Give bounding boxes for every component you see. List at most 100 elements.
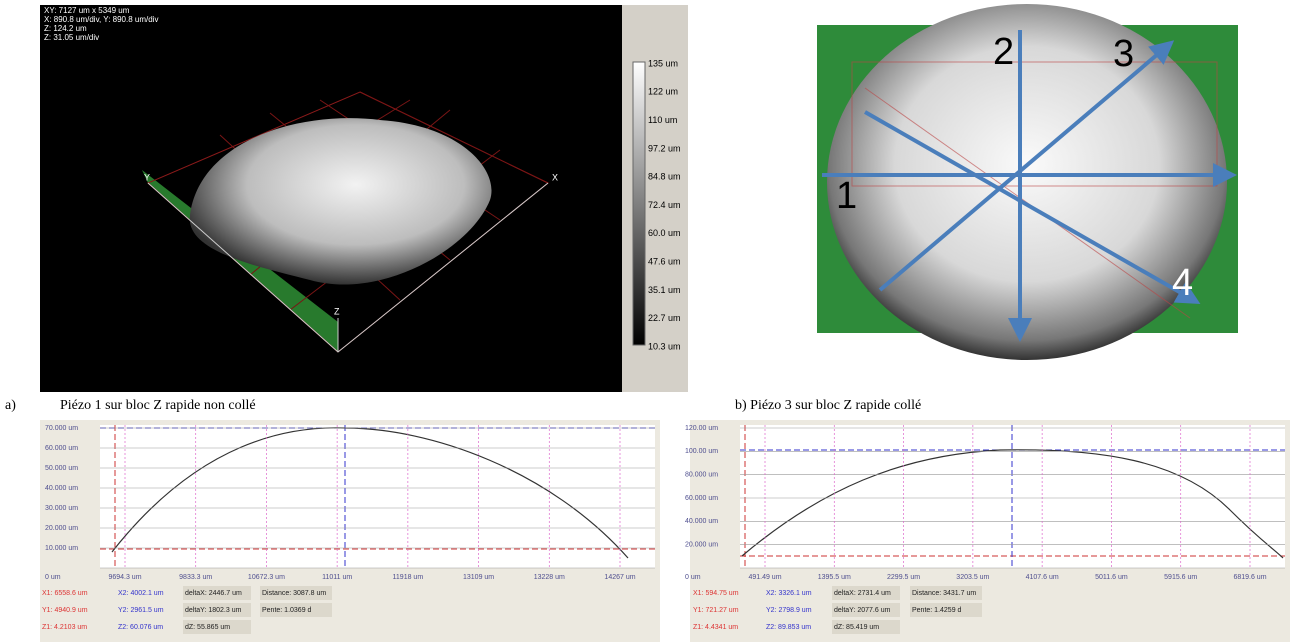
- sample-disk: [827, 4, 1227, 360]
- y-tick-label: 120.00 um: [685, 425, 718, 432]
- scale-label: 60.0 um: [648, 228, 681, 238]
- y-tick-label: 0 um: [685, 574, 701, 581]
- scale-label: 10.3 um: [648, 341, 681, 351]
- y-tick-label: 60.000 um: [685, 495, 718, 502]
- readout: Y1: 4940.9 um: [42, 607, 88, 614]
- info-text: Z: 31.05 um/div: [44, 33, 99, 42]
- axis-label: Z: [334, 306, 340, 316]
- readout: dZ: 55.865 um: [185, 624, 230, 631]
- y-tick-label: 40.000 um: [45, 485, 78, 492]
- x-tick-label: 11918 um: [393, 574, 424, 581]
- readout: Pente: 1.0369 d: [262, 607, 312, 614]
- caption: Piézo 1 sur bloc Z rapide non collé: [60, 398, 256, 413]
- readout-box: [910, 586, 982, 600]
- y-tick-label: 70.000 um: [45, 425, 78, 432]
- red-guide: [851, 61, 1218, 187]
- x-tick-label: 1395.5 um: [818, 574, 851, 581]
- x-tick-label: 5915.6 um: [1164, 574, 1197, 581]
- x-tick-label: 9833.3 um: [179, 574, 212, 581]
- readout: Distance: 3431.7 um: [912, 590, 976, 597]
- readout: X2: 4002.1 um: [118, 590, 164, 597]
- scale-label: 35.1 um: [648, 285, 681, 295]
- readout-box: [183, 603, 251, 617]
- scale-label: 72.4 um: [648, 200, 681, 210]
- y-tick-label: 20.000 um: [45, 525, 78, 532]
- readout: deltaX: 2446.7 um: [185, 590, 242, 597]
- y-tick-label: 30.000 um: [45, 505, 78, 512]
- readout: Y1: 721.27 um: [693, 607, 739, 614]
- scale-label: 47.6 um: [648, 256, 681, 266]
- readout-box: [260, 603, 332, 617]
- readout: X2: 3326.1 um: [766, 590, 812, 597]
- readout-box: [183, 586, 251, 600]
- readout: Z1: 4.4341 um: [693, 624, 738, 631]
- scale-label: 22.7 um: [648, 313, 681, 323]
- readout: deltaX: 2731.4 um: [834, 590, 891, 597]
- scale-label: 122 um: [648, 87, 678, 97]
- x-tick-label: 14267 um: [604, 574, 635, 581]
- caption: b) Piézo 3 sur bloc Z rapide collé: [735, 398, 921, 413]
- surface-mound: [189, 118, 492, 285]
- direction-number: 3: [1113, 33, 1134, 75]
- readout-box: [183, 620, 251, 634]
- direction-number: 1: [836, 175, 857, 217]
- x-tick-label: 491.49 um: [748, 574, 781, 581]
- readout: Z2: 60.076 um: [118, 624, 163, 631]
- axis-label: Y: [144, 172, 150, 182]
- readout-box: [260, 586, 332, 600]
- y-tick-label: 80.000 um: [685, 472, 718, 479]
- x-tick-label: 10672.3 um: [248, 574, 285, 581]
- x-tick-label: 13109 um: [463, 574, 494, 581]
- readout: X1: 594.75 um: [693, 590, 739, 597]
- readout-box: [832, 603, 900, 617]
- color-scale: [632, 61, 646, 346]
- readout: Y2: 2961.5 um: [118, 607, 164, 614]
- readout-box: [910, 603, 982, 617]
- scale-label: 135 um: [648, 58, 678, 68]
- readout: X1: 6558.6 um: [42, 590, 88, 597]
- info-text: Z: 124.2 um: [44, 24, 87, 33]
- x-tick-label: 6819.6 um: [1233, 574, 1266, 581]
- y-tick-label: 100.00 um: [685, 448, 718, 455]
- readout-box: [832, 620, 900, 634]
- direction-number: 4: [1172, 262, 1193, 304]
- direction-number: 2: [993, 31, 1014, 73]
- y-tick-label: 50.000 um: [45, 465, 78, 472]
- readout: Z2: 89.853 um: [766, 624, 811, 631]
- top-view: [817, 4, 1238, 360]
- x-tick-label: 2299.5 um: [887, 574, 920, 581]
- scale-label: 97.2 um: [648, 143, 681, 153]
- axis-label: X: [552, 172, 558, 182]
- readout: Y2: 2798.9 um: [766, 607, 812, 614]
- x-tick-label: 4107.6 um: [1026, 574, 1059, 581]
- x-tick-label: 13228 um: [534, 574, 565, 581]
- x-tick-label: 5011.6 um: [1095, 574, 1128, 581]
- readout: deltaY: 2077.6 um: [834, 607, 891, 614]
- x-tick-label: 11011 um: [322, 574, 352, 581]
- scale-label: 84.8 um: [648, 172, 681, 182]
- y-tick-label: 10.000 um: [45, 545, 78, 552]
- readout: dZ: 85.419 um: [834, 624, 879, 631]
- readout: Z1: 4.2103 um: [42, 624, 87, 631]
- scale-label: 110 um: [648, 115, 677, 125]
- readout-box: [832, 586, 900, 600]
- readout: Distance: 3087.8 um: [262, 590, 326, 597]
- x-tick-label: 3203.5 um: [956, 574, 989, 581]
- info-text: X: 890.8 um/div, Y: 890.8 um/div: [44, 15, 158, 24]
- y-tick-label: 40.000 um: [685, 518, 718, 525]
- readout: Pente: 1.4259 d: [912, 607, 962, 614]
- readout: deltaY: 1802.3 um: [185, 607, 242, 614]
- arrow: [878, 40, 1175, 292]
- plot-area: [100, 425, 655, 568]
- profile-b: [690, 420, 1290, 642]
- surface-view: [40, 5, 688, 392]
- arrow: [864, 110, 1201, 304]
- profile-a: [40, 420, 660, 642]
- y-tick-label: 20.000 um: [685, 542, 718, 549]
- info-text: XY: 7127 um x 5349 um: [44, 6, 130, 15]
- caption-letter: a): [5, 398, 16, 413]
- x-tick-label: 9694.3 um: [108, 574, 141, 581]
- y-tick-label: 0 um: [45, 574, 61, 581]
- y-tick-label: 60.000 um: [45, 445, 78, 452]
